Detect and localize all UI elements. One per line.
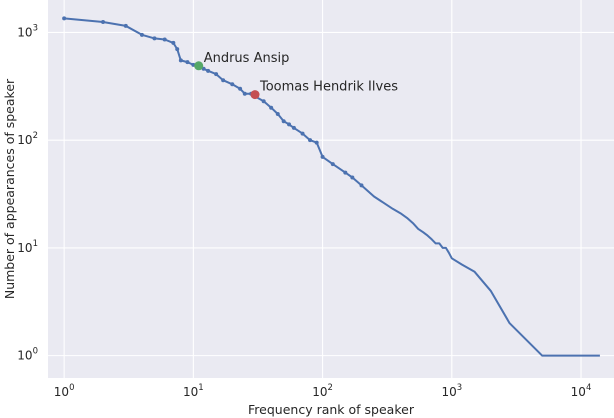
x-tick-label: 101 xyxy=(183,383,204,399)
highlight-marker xyxy=(250,90,260,100)
data-point xyxy=(123,23,128,28)
x-tick-label: 103 xyxy=(441,383,462,399)
data-point xyxy=(185,60,190,65)
data-point xyxy=(139,32,144,37)
data-point xyxy=(343,170,348,175)
data-point xyxy=(230,82,235,87)
x-tick-exponent: 4 xyxy=(586,383,591,393)
x-tick-label: 102 xyxy=(312,383,333,399)
data-point xyxy=(314,140,319,145)
series-layer xyxy=(62,16,600,357)
data-point xyxy=(162,37,167,42)
data-point xyxy=(300,131,305,136)
data-point xyxy=(214,72,219,77)
data-point xyxy=(287,122,292,127)
y-tick-label: 103 xyxy=(17,23,38,39)
y-tick-base: 10 xyxy=(17,133,32,147)
data-point xyxy=(62,16,67,21)
y-tick-base: 10 xyxy=(17,25,32,39)
data-point xyxy=(359,183,364,188)
annotation-layer: Andrus Ansip Toomas Hendrik Ilves xyxy=(194,51,398,100)
x-tick-base: 10 xyxy=(441,385,456,399)
y-tick-exponent: 2 xyxy=(33,131,38,141)
y-axis-label: Number of appearances of speaker xyxy=(2,78,17,299)
x-tick-label: 104 xyxy=(571,383,592,399)
data-point xyxy=(275,111,280,116)
y-tick-label: 102 xyxy=(17,131,38,147)
y-tick-exponent: 0 xyxy=(33,347,38,357)
data-point xyxy=(269,105,274,110)
x-tick-exponent: 1 xyxy=(198,383,203,393)
data-point xyxy=(171,40,176,45)
data-point xyxy=(101,19,106,24)
data-point xyxy=(242,91,247,96)
x-tick-base: 10 xyxy=(571,385,586,399)
x-tick-exponent: 2 xyxy=(328,383,333,393)
plot-area xyxy=(48,0,614,378)
y-tick-base: 10 xyxy=(17,241,32,255)
data-point xyxy=(281,119,286,124)
y-tick-base: 10 xyxy=(17,349,32,363)
annotation-label: Toomas Hendrik Ilves xyxy=(259,80,398,95)
data-point xyxy=(175,47,180,52)
x-tick-base: 10 xyxy=(54,385,69,399)
y-tick-label: 100 xyxy=(17,347,38,363)
data-point xyxy=(308,138,313,143)
x-tick-exponent: 0 xyxy=(69,383,74,393)
data-point xyxy=(291,125,296,130)
annotation-label: Andrus Ansip xyxy=(204,51,290,66)
x-tick-exponent: 3 xyxy=(457,383,462,393)
x-tick-base: 10 xyxy=(312,385,327,399)
x-tick-label: 100 xyxy=(54,383,75,399)
y-tick-label: 101 xyxy=(17,239,38,255)
data-point xyxy=(330,162,335,167)
data-point xyxy=(206,68,211,73)
highlight-marker xyxy=(194,61,204,71)
data-point xyxy=(238,86,243,91)
data-point xyxy=(261,99,266,104)
data-point xyxy=(320,154,325,159)
data-point xyxy=(221,78,226,83)
y-tick-exponent: 1 xyxy=(33,239,38,249)
data-point xyxy=(178,58,183,63)
data-point xyxy=(152,36,157,41)
y-tick-exponent: 3 xyxy=(33,23,38,33)
x-tick-base: 10 xyxy=(183,385,198,399)
x-axis-label: Frequency rank of speaker xyxy=(248,402,415,417)
data-point xyxy=(350,175,355,180)
